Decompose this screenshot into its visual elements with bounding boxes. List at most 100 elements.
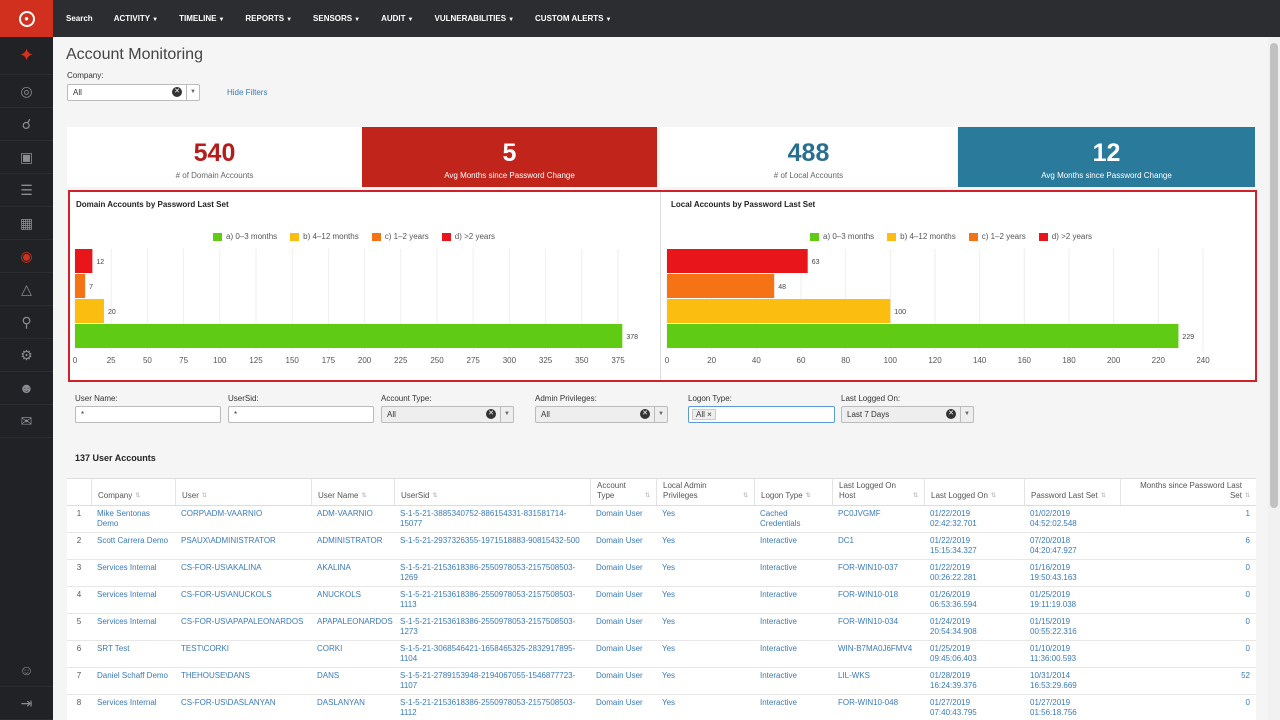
table-cell[interactable]: Domain User	[596, 590, 643, 599]
legend-item-over-2-years[interactable]: d) >2 years	[441, 232, 495, 241]
chevron-down-icon[interactable]: ▼	[186, 85, 199, 100]
table-cell[interactable]: Domain User	[596, 698, 643, 707]
table-cell[interactable]: WIN-B7MA0J6FMV4	[838, 644, 913, 653]
table-cell[interactable]: Yes	[662, 617, 676, 626]
table-cell[interactable]: 01/26/2019 06:53:36.594	[930, 590, 977, 609]
table-cell[interactable]: 0	[1245, 590, 1250, 599]
network-icon[interactable]: ⚲	[0, 306, 53, 339]
domain-accounts-card[interactable]: 540 # of Domain Accounts	[67, 127, 362, 187]
column-header[interactable]: Logon Type ⇅	[754, 479, 832, 505]
table-cell[interactable]: CS-FOR-US\DASLANYAN	[181, 698, 276, 707]
sort-icon[interactable]: ⇅	[644, 493, 650, 499]
table-cell[interactable]: CORKI	[317, 644, 343, 653]
gear-icon[interactable]: ⚙	[0, 339, 53, 372]
table-cell[interactable]: 01/27/2019 07:40:43.795	[930, 698, 977, 717]
nav-activity[interactable]: ACTIVITY ▼	[113, 14, 159, 23]
clear-icon[interactable]: ✕	[946, 409, 956, 419]
sort-icon[interactable]: ⇅	[742, 493, 748, 499]
table-cell[interactable]: Domain User	[596, 536, 643, 545]
clear-icon[interactable]: ✕	[640, 409, 650, 419]
profile-icon[interactable]: ☺	[0, 654, 53, 687]
table-row[interactable]: 1 Mike Sentonas Demo CORP\ADM-VAARNIO ADM-V…	[67, 506, 1256, 533]
table-cell[interactable]: Domain User	[596, 563, 643, 572]
table-cell[interactable]: 0	[1245, 644, 1250, 653]
column-header[interactable]: Account Type ⇅	[590, 479, 656, 505]
bar-2[interactable]	[75, 274, 86, 298]
table-cell[interactable]: LIL-WKS	[838, 671, 871, 680]
local-avg-card[interactable]: 12 Avg Months since Password Change	[958, 127, 1255, 187]
table-row[interactable]: 8 Services Internal CS-FOR-US\DASLANYAN DAS…	[67, 695, 1256, 720]
table-cell[interactable]: FOR-WIN10-048	[838, 698, 899, 707]
table-cell[interactable]: Daniel Schaff Demo	[97, 671, 168, 680]
chevron-down-icon[interactable]: ▼	[654, 407, 667, 422]
table-cell[interactable]: Scott Carrera Demo	[97, 536, 169, 545]
table-cell[interactable]: 01/02/2019 04:52:02.548	[1030, 509, 1077, 528]
table-cell[interactable]: 01/24/2019 20:54:34.908	[930, 617, 977, 636]
clear-icon[interactable]: ✕	[486, 409, 496, 419]
chevron-down-icon[interactable]: ▼	[500, 407, 513, 422]
table-cell[interactable]: S-1-5-21-2153618386-2550978053-215750850…	[400, 698, 576, 717]
table-cell[interactable]: 01/22/2019 15:15:34.327	[930, 536, 977, 555]
user-sid-input[interactable]: *	[228, 406, 374, 423]
table-cell[interactable]: Domain User	[596, 644, 643, 653]
table-cell[interactable]: Yes	[662, 698, 676, 707]
table-cell[interactable]: TEST\CORKI	[181, 644, 230, 653]
account-icon[interactable]: ●	[0, 0, 53, 37]
table-cell[interactable]: THEHOUSE\DANS	[181, 671, 250, 680]
table-cell[interactable]: Domain User	[596, 509, 643, 518]
dashboard-icon[interactable]: ▦	[0, 207, 53, 240]
bar-1[interactable]	[667, 249, 808, 273]
sort-icon[interactable]: ⇅	[1244, 493, 1250, 499]
table-row[interactable]: 7 Daniel Schaff Demo THEHOUSE\DANS DANS S-1-…	[67, 668, 1256, 695]
hide-filters-link[interactable]: Hide Filters	[227, 88, 268, 97]
table-cell[interactable]: CS-FOR-US\ANUCKOLS	[181, 590, 272, 599]
table-cell[interactable]: 01/25/2019 19:11:19.038	[1030, 590, 1077, 609]
column-header[interactable]: UserSid ⇅	[394, 479, 590, 505]
column-header[interactable]: User Name ⇅	[311, 479, 394, 505]
legend-item-1-2-years[interactable]: c) 1–2 years	[371, 232, 429, 241]
table-row[interactable]: 6 SRT Test TEST\CORKI CORKI S-1-5-21-3068546…	[67, 641, 1256, 668]
sort-icon[interactable]: ⇅	[912, 493, 918, 499]
table-cell[interactable]: Interactive	[760, 617, 797, 626]
table-cell[interactable]: 6	[1245, 536, 1250, 545]
table-cell[interactable]: Cached Credentials	[760, 509, 801, 528]
nav-reports[interactable]: REPORTS ▼	[245, 14, 293, 23]
table-cell[interactable]: FOR-WIN10-034	[838, 617, 899, 626]
table-cell[interactable]: ADMINISTRATOR	[317, 536, 383, 545]
sliders-icon[interactable]: ☰	[0, 174, 53, 207]
table-cell[interactable]: Yes	[662, 536, 676, 545]
table-cell[interactable]: S-1-5-21-3068546421-1658465325-283291789…	[400, 644, 576, 663]
table-cell[interactable]: 01/27/2019 01:56:18.756	[1030, 698, 1077, 717]
table-cell[interactable]: S-1-5-21-2789153948-2194067055-154687772…	[400, 671, 576, 690]
column-header[interactable]: Last Logged On Host ⇅	[832, 479, 924, 505]
table-cell[interactable]: Yes	[662, 590, 676, 599]
table-cell[interactable]: ANUCKOLS	[317, 590, 362, 599]
nav-sensors[interactable]: SENSORS ▼	[313, 14, 361, 23]
table-cell[interactable]: 01/10/2019 11:36:00.593	[1030, 644, 1077, 663]
table-cell[interactable]: ADM-VAARNIO	[317, 509, 373, 518]
table-cell[interactable]: FOR-WIN10-018	[838, 590, 899, 599]
table-cell[interactable]: Interactive	[760, 671, 797, 680]
table-cell[interactable]: Interactive	[760, 644, 797, 653]
sort-icon[interactable]: ⇅	[361, 493, 367, 499]
table-cell[interactable]: CS-FOR-US\APAPALEONARDOS	[181, 617, 304, 626]
table-cell[interactable]: S-1-5-21-2153618386-2550978053-215750850…	[400, 590, 576, 609]
table-cell[interactable]: Services Internal	[97, 590, 157, 599]
legend-item-0-3-months[interactable]: a) 0–3 months	[213, 232, 277, 241]
sort-icon[interactable]: ⇅	[201, 493, 207, 499]
table-cell[interactable]: Services Internal	[97, 698, 157, 707]
falcon-logo-icon[interactable]: ✦	[0, 37, 53, 75]
page-scrollbar[interactable]	[1268, 37, 1280, 720]
bar-4[interactable]	[75, 324, 623, 348]
table-cell[interactable]: CS-FOR-US\AKALINA	[181, 563, 262, 572]
column-header[interactable]: Company ⇅	[91, 479, 175, 505]
table-cell[interactable]: Services Internal	[97, 617, 157, 626]
table-cell[interactable]: FOR-WIN10-037	[838, 563, 899, 572]
table-cell[interactable]: Yes	[662, 509, 676, 518]
table-cell[interactable]: AKALINA	[317, 563, 351, 572]
table-row[interactable]: 5 Services Internal CS-FOR-US\APAPALEONARD…	[67, 614, 1256, 641]
sort-icon[interactable]: ⇅	[805, 493, 811, 499]
table-cell[interactable]: SRT Test	[97, 644, 130, 653]
local-accounts-card[interactable]: 488 # of Local Accounts	[660, 127, 957, 187]
nav-custom-alerts[interactable]: CUSTOM ALERTS ▼	[535, 14, 612, 23]
